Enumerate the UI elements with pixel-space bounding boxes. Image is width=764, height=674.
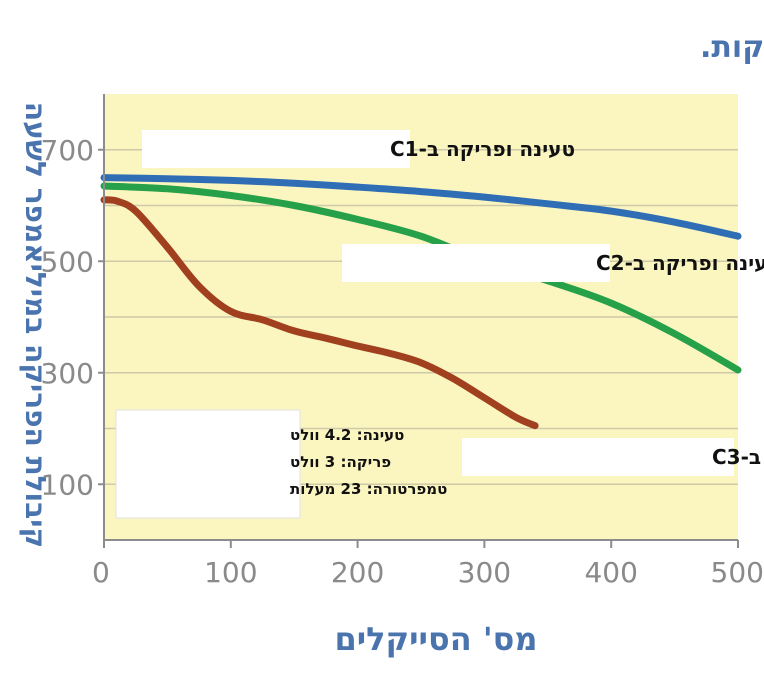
x-axis-label: מס' הסייקלים	[334, 620, 537, 658]
conditions-note: טעינה: 4.2 וולט פריקה: 3 וולט טמפרטורה: …	[115, 409, 447, 519]
x-tick-label: 100	[204, 556, 257, 589]
y-tick-label: 100	[41, 468, 94, 501]
legend-label-c1-box	[142, 130, 410, 168]
y-tick-label: 300	[41, 357, 94, 390]
x-tick-label: 500	[711, 556, 764, 589]
y-tick-label: 700	[41, 134, 94, 167]
legend-label-c3-box	[462, 438, 734, 476]
x-tick-label: 200	[331, 556, 384, 589]
legend-label-c2-text: טעינה ופריקה ב-C2	[596, 251, 764, 275]
legend-label-c3-text: טעינה ופריקה ב-C3	[712, 445, 764, 469]
series-line-c3	[100, 196, 539, 430]
y-axis-label: קיבולת הפריקה במיליאמפר לשעה	[19, 102, 52, 548]
tick-labels: 0 100 200 300 400 500 100 300 500 700	[41, 134, 764, 589]
note-temperature: טמפרטורה: 23 מעלות	[290, 480, 447, 498]
y-tick-label: 500	[41, 245, 94, 278]
x-tick-label: 0	[92, 556, 110, 589]
series-line-c2	[100, 182, 742, 374]
legend-label-c3: טעינה ופריקה ב-C3	[462, 438, 764, 476]
series-lines	[100, 174, 742, 430]
note-charge: טעינה: 4.2 וולט	[290, 426, 404, 444]
series-line-c1	[100, 174, 742, 240]
legend-label-c1-text: טעינה ופריקה ב-C1	[390, 137, 575, 161]
legend-label-c2-box	[342, 244, 610, 282]
chart-title: ביצועי סייקל במגוון טעינות ופריקות.	[700, 30, 764, 65]
x-tick-label: 400	[584, 556, 637, 589]
note-discharge: פריקה: 3 וולט	[290, 453, 391, 471]
legend-label-c1: טעינה ופריקה ב-C1	[142, 130, 575, 168]
x-tick-label: 300	[458, 556, 511, 589]
legend-label-c2: טעינה ופריקה ב-C2	[342, 244, 764, 282]
conditions-note-box	[115, 409, 301, 519]
